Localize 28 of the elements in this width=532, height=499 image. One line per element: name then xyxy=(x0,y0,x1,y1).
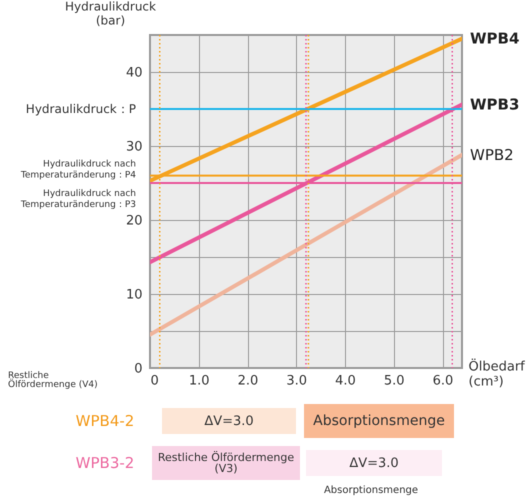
x-axis-title: Ölbedarf (cm³) xyxy=(468,358,526,390)
x-tick-label: 5.0 xyxy=(384,374,405,388)
x-tick-label: 0 xyxy=(150,374,159,388)
x-tick-label: 1.0 xyxy=(188,374,210,388)
text: WPB3-2 xyxy=(74,452,136,474)
text: ΔV=3.0 xyxy=(162,408,296,434)
y-tick-label: 0 xyxy=(134,362,142,376)
text: Absorptionsmenge xyxy=(322,484,420,498)
y-tick-label: 30 xyxy=(126,140,142,154)
text: ΔV=3.0 xyxy=(306,450,442,476)
ref-line-label: Hydraulikdruck nach Temperaturänderung：P3 xyxy=(20,189,136,210)
series-label: WPB4 xyxy=(470,30,520,48)
x-tick-label: 2.0 xyxy=(238,374,258,388)
text: WPB4-2 xyxy=(74,410,136,432)
series-label: WPB3 xyxy=(470,96,520,114)
y-tick-label: 10 xyxy=(126,288,142,302)
ref-line-label: Hydraulikdruck nach Temperaturänderung：P4 xyxy=(20,160,136,181)
text: Absorptionsmenge xyxy=(304,404,454,438)
x-tick-label: 6.0 xyxy=(432,374,454,388)
ref-line-label: Hydraulikdruck：P xyxy=(26,102,136,116)
x-tick-label: 4.0 xyxy=(335,374,356,388)
x-tick-label: 3.0 xyxy=(286,374,308,388)
y-tick-label: 40 xyxy=(126,66,142,80)
text: Restliche Ölfördermenge (V4) xyxy=(8,370,99,392)
y-axis-title: Hydraulikdruck (bar) xyxy=(65,0,156,28)
series-label: WPB2 xyxy=(470,146,514,164)
text: Restliche Ölfördermenge (V3) xyxy=(152,446,300,480)
y-tick-label: 20 xyxy=(126,214,142,228)
